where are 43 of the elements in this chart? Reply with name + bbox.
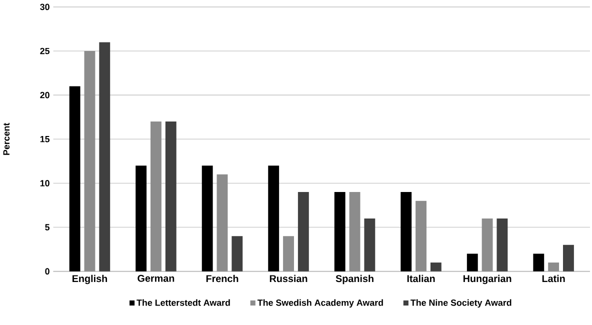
legend-label: The Letterstedt Award — [136, 299, 230, 306]
bar — [136, 166, 147, 272]
y-tick-label: 20 — [40, 92, 50, 98]
y-tick-label: 0 — [45, 268, 50, 275]
x-tick-label: Latin — [542, 274, 565, 282]
y-tick-label: 25 — [40, 48, 50, 54]
bar — [298, 192, 309, 272]
bar — [165, 122, 176, 272]
x-tick-label: Spanish — [336, 274, 374, 284]
y-axis-title: Percent — [3, 122, 10, 155]
bar — [400, 192, 412, 272]
x-tick-label: German — [138, 274, 174, 282]
x-tick-label: Italian — [407, 274, 435, 282]
bar — [364, 218, 376, 272]
x-tick-label: Russian — [270, 274, 308, 282]
y-tick-label: 15 — [40, 136, 50, 142]
bar — [69, 86, 80, 272]
x-tick-label: French — [206, 274, 238, 282]
bar — [349, 192, 360, 272]
bar — [548, 262, 560, 272]
bar — [283, 236, 294, 272]
bar — [268, 166, 280, 272]
y-tick-label: 10 — [40, 180, 50, 186]
legend-label: The Nine Society Award — [410, 299, 512, 308]
bar — [84, 51, 96, 272]
bar — [416, 200, 426, 272]
bar — [466, 254, 478, 272]
bar — [496, 218, 508, 272]
bar — [150, 122, 162, 272]
bar — [232, 236, 243, 272]
bar — [202, 166, 213, 272]
y-tick-label: 5 — [45, 224, 50, 230]
y-tick-label: 30 — [40, 4, 50, 10]
x-tick-label: English — [72, 274, 107, 284]
bar — [99, 42, 110, 272]
legend-label: The Swedish Academy Award — [257, 299, 383, 308]
bar — [482, 218, 493, 272]
x-tick-label: Hungarian — [463, 274, 512, 284]
bar — [216, 174, 228, 272]
bar — [533, 254, 544, 272]
bar — [563, 244, 574, 272]
bar — [430, 262, 442, 272]
bar — [334, 192, 346, 272]
